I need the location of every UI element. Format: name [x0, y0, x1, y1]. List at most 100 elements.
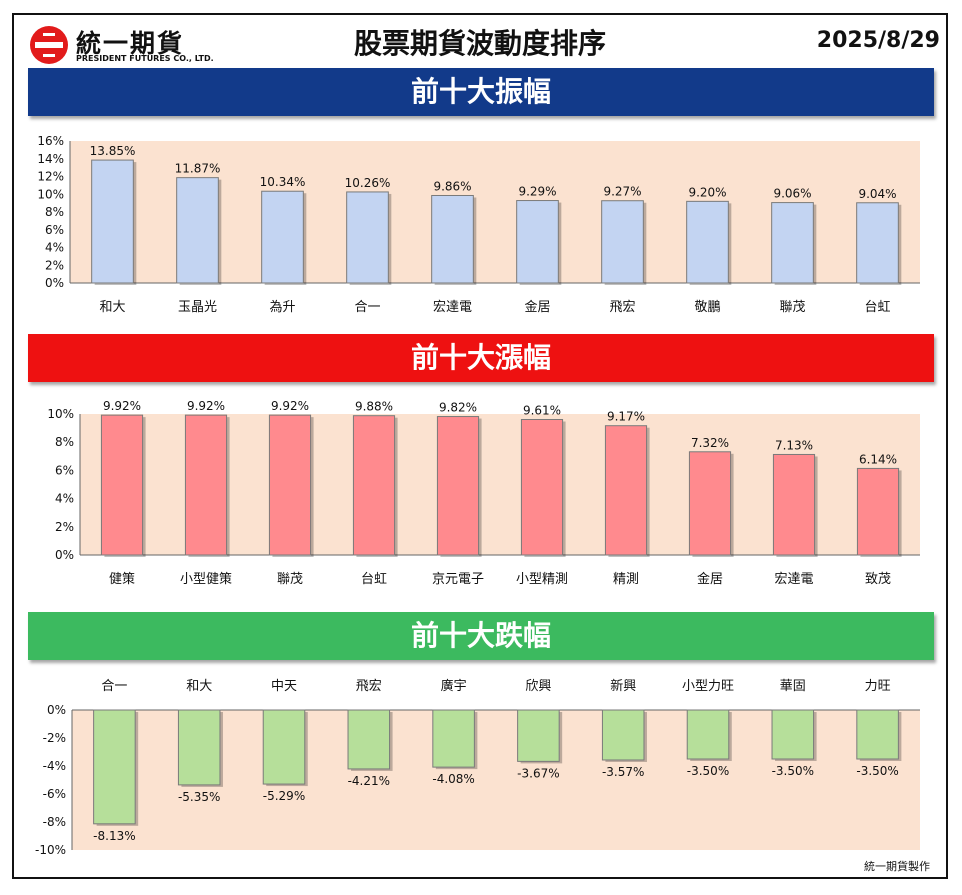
- bar: [262, 709, 306, 785]
- category-label: 聯茂: [779, 300, 805, 315]
- y-tick-label: 4%: [55, 492, 74, 506]
- y-tick-label: 12%: [37, 170, 64, 184]
- bar: [517, 709, 560, 762]
- y-tick-label: 8%: [55, 435, 74, 449]
- bar: [268, 414, 312, 556]
- bar: [346, 191, 389, 284]
- data-label: 9.92%: [103, 399, 141, 413]
- category-label: 玉晶光: [178, 300, 217, 315]
- bar: [91, 159, 134, 284]
- logo-emblem-icon: [30, 26, 68, 64]
- data-label: 9.29%: [518, 185, 556, 199]
- category-label: 健策: [109, 571, 135, 587]
- data-label: 10.34%: [260, 175, 306, 189]
- data-label: 9.82%: [439, 401, 477, 415]
- bar: [176, 177, 219, 284]
- bar: [184, 414, 228, 556]
- bar: [601, 709, 645, 761]
- bar: [347, 709, 391, 770]
- category-label: 中天: [271, 679, 297, 694]
- data-label: -3.50%: [687, 764, 729, 778]
- data-label: 13.85%: [90, 144, 136, 158]
- bar: [856, 467, 900, 556]
- category-label: 欣興: [525, 679, 551, 694]
- data-label: 7.13%: [775, 438, 813, 452]
- category-label: 致茂: [865, 572, 891, 587]
- logo-name: 統一期貨: [76, 29, 185, 58]
- category-label: 為升: [269, 299, 295, 315]
- y-tick-label: 0%: [45, 276, 64, 290]
- data-label: -4.08%: [432, 772, 474, 786]
- data-label: -3.67%: [517, 766, 559, 780]
- data-label: 9.88%: [355, 400, 393, 414]
- data-label: 9.06%: [773, 187, 811, 201]
- fall-banner: 前十大跌幅: [28, 612, 934, 660]
- footer-credit: 統一期貨製作: [864, 860, 930, 873]
- bar: [520, 418, 564, 556]
- y-tick-label: 2%: [55, 520, 74, 534]
- category-label: 華固: [780, 679, 806, 694]
- rise-chart: 0% 2% 4% 6% 8% 10% 9.92% 健策 9.92% 小型健策 9.92% 聯茂 9.88…: [47, 399, 920, 587]
- data-label: 9.04%: [858, 187, 896, 201]
- data-label: 9.92%: [187, 399, 225, 413]
- bar: [432, 709, 475, 768]
- y-tick-label: 10%: [47, 407, 74, 421]
- bar: [261, 190, 304, 284]
- bar: [352, 415, 396, 556]
- category-label: 小型健策: [180, 571, 232, 587]
- category-label: 新興: [610, 678, 636, 694]
- data-label: 9.61%: [523, 403, 561, 417]
- category-label: 台虹: [361, 572, 387, 587]
- data-label: 6.14%: [859, 452, 897, 466]
- bar: [771, 709, 815, 760]
- category-label: 飛宏: [356, 679, 382, 694]
- y-tick-label: -4%: [43, 759, 66, 773]
- category-label: 精測: [613, 572, 639, 587]
- bar: [686, 200, 729, 284]
- data-label: -3.50%: [856, 764, 898, 778]
- category-label: 聯茂: [277, 572, 303, 587]
- data-label: 7.32%: [691, 436, 729, 450]
- data-label: -8.13%: [93, 829, 135, 843]
- data-label: -3.50%: [772, 764, 814, 778]
- category-label: 飛宏: [609, 300, 635, 315]
- bar: [516, 200, 559, 284]
- data-label: 9.27%: [603, 185, 641, 199]
- y-tick-label: -8%: [43, 815, 66, 829]
- data-label: 9.17%: [607, 410, 645, 424]
- y-tick-label: 4%: [45, 241, 64, 255]
- category-label: 台虹: [864, 300, 890, 315]
- y-tick-label: 2%: [45, 258, 64, 272]
- bar: [100, 414, 144, 556]
- category-label: 金居: [697, 571, 723, 587]
- data-label: -5.29%: [263, 789, 305, 803]
- rise-banner: 前十大漲幅: [28, 334, 934, 382]
- y-tick-label: 8%: [45, 205, 64, 219]
- amplitude-banner: 前十大振幅: [28, 68, 934, 116]
- data-label: 9.92%: [271, 399, 309, 413]
- y-tick-label: 10%: [37, 187, 64, 201]
- data-label: 9.86%: [433, 179, 471, 193]
- bar: [856, 709, 899, 760]
- fall-chart: 0% -2% -4% -6% -8% -10% -8.13% 合一 -5.35% 和大 -5.29%…: [35, 678, 920, 857]
- bar: [604, 425, 648, 556]
- data-label: 9.20%: [688, 185, 726, 199]
- y-tick-label: 14%: [37, 152, 64, 166]
- report-date: 2025/8/29: [816, 28, 940, 53]
- bar: [772, 453, 816, 556]
- category-label: 小型精測: [516, 572, 568, 587]
- bar: [436, 416, 480, 556]
- bar: [686, 709, 730, 760]
- data-label: 10.26%: [345, 176, 391, 190]
- y-tick-label: 6%: [55, 463, 74, 477]
- category-label: 宏達電: [433, 300, 472, 315]
- y-tick-label: 6%: [45, 223, 64, 237]
- category-label: 小型力旺: [682, 679, 734, 694]
- category-label: 合一: [101, 679, 127, 694]
- amplitude-chart: 0% 2% 4% 6% 8% 10% 12% 14% 16% 13.85% 和大 11.87% 玉晶光 1…: [37, 134, 920, 315]
- y-tick-label: -6%: [43, 787, 66, 801]
- category-label: 敬鵬: [694, 299, 720, 315]
- y-tick-label: -10%: [35, 843, 66, 857]
- data-label: -3.57%: [602, 765, 644, 779]
- bar: [856, 202, 899, 284]
